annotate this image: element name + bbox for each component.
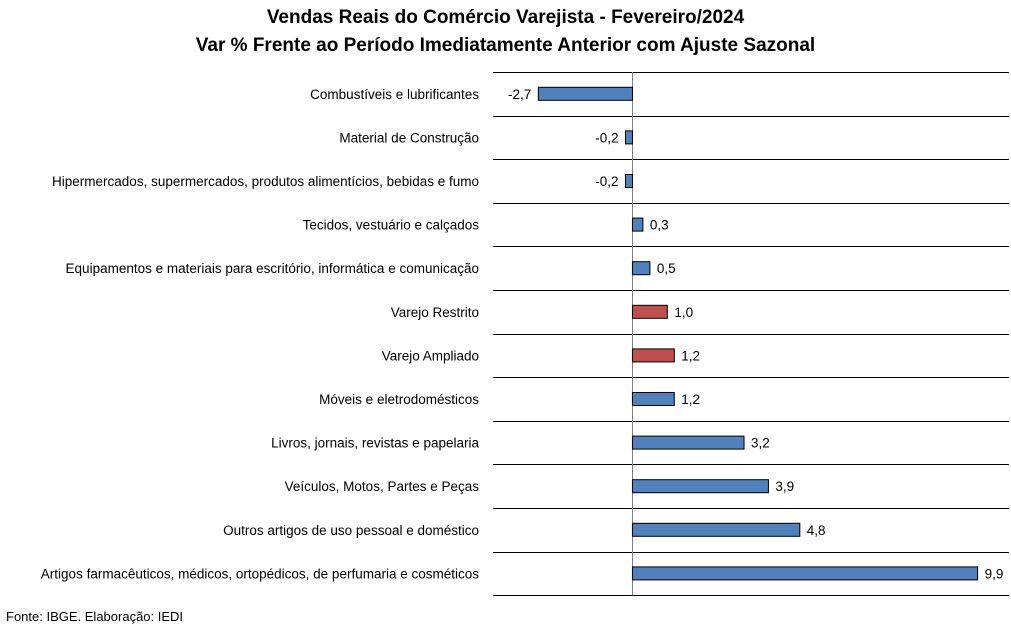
bar-highlight	[631, 348, 675, 363]
chart-title-block: Vendas Reais do Comércio Varejista - Fev…	[0, 4, 1011, 60]
category-label: Material de Construção	[339, 130, 479, 145]
category-label: Combustíveis e lubrificantes	[310, 87, 479, 102]
category-label: Livros, jornais, revistas e papelaria	[271, 436, 479, 451]
bar	[631, 217, 644, 232]
source-note: Fonte: IBGE. Elaboração: IEDI	[6, 609, 184, 624]
bar	[631, 392, 675, 406]
category-label: Varejo Ampliado	[382, 348, 479, 363]
bar	[631, 522, 801, 537]
data-label: 9,9	[985, 566, 1004, 581]
category-label: Veículos, Motos, Partes e Peças	[285, 479, 480, 494]
bar-highlight	[631, 304, 668, 319]
bar	[537, 86, 633, 101]
chart-title: Vendas Reais do Comércio Varejista - Fev…	[266, 7, 745, 28]
data-label: -0,2	[595, 174, 618, 189]
data-label: -0,2	[595, 130, 618, 145]
data-label: 3,9	[775, 479, 794, 494]
data-label: 1,2	[681, 392, 700, 407]
data-label: 0,5	[657, 261, 676, 276]
category-label: Hipermercados, supermercados, produtos a…	[52, 174, 479, 189]
bar	[624, 174, 633, 188]
bar	[631, 261, 651, 276]
category-label: Tecidos, vestuário e calçados	[303, 218, 480, 233]
data-label: 3,2	[751, 436, 770, 451]
category-label: Equipamentos e materiais para escritório…	[66, 261, 479, 276]
data-label: 1,2	[681, 348, 700, 363]
data-label: 1,0	[674, 305, 693, 320]
data-label: 4,8	[807, 523, 826, 538]
category-label: Móveis e eletrodomésticos	[319, 392, 479, 407]
category-label: Varejo Restrito	[391, 305, 479, 320]
chart-subtitle: Var % Frente ao Período Imediatamente An…	[195, 35, 816, 56]
bar	[624, 130, 633, 145]
category-label: Outros artigos de uso pessoal e doméstic…	[223, 523, 479, 538]
data-label: -2,7	[508, 87, 531, 102]
bar	[631, 435, 745, 450]
category-label: Artigos farmacêuticos, médicos, ortopédi…	[41, 566, 479, 581]
bar	[631, 479, 769, 494]
data-label: 0,3	[650, 218, 669, 233]
bar	[631, 566, 979, 581]
